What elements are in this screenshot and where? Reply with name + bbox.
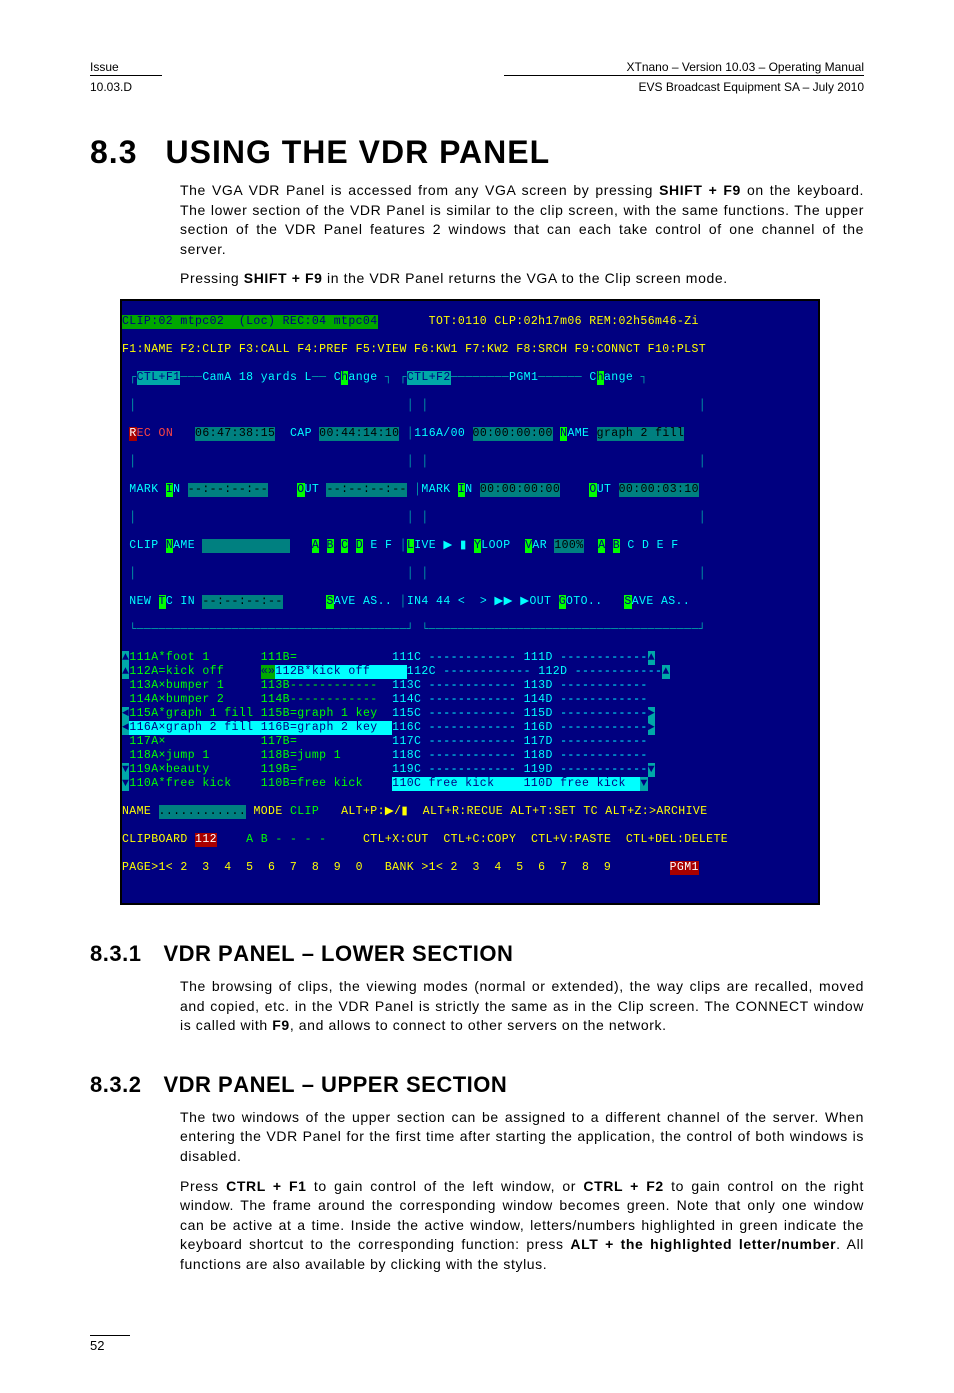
vdr-terminal-screenshot: CLIP:02 mtpc02 (Loc) REC:04 mtpc04 TOT:0… <box>120 299 820 905</box>
subsection-2-heading: 8.3.2VDR PANEL – UPPER SECTION <box>90 1072 864 1098</box>
subsection-1-heading: 8.3.1VDR PANEL – LOWER SECTION <box>90 941 864 967</box>
section-heading: 8.3USING THE VDR PANEL <box>90 134 864 171</box>
header-left-bottom: 10.03.D <box>90 80 132 94</box>
header-right-bottom: EVS Broadcast Equipment SA – July 2010 <box>639 80 864 94</box>
doc-header: Issue XTnano – Version 10.03 – Operating… <box>90 60 864 94</box>
intro-text: The VGA VDR Panel is accessed from any V… <box>180 181 864 289</box>
header-right-top: XTnano – Version 10.03 – Operating Manua… <box>504 60 864 76</box>
sub2-text: The two windows of the upper section can… <box>180 1108 864 1275</box>
header-left-top: Issue <box>90 60 162 76</box>
sub1-text: The browsing of clips, the viewing modes… <box>180 977 864 1036</box>
